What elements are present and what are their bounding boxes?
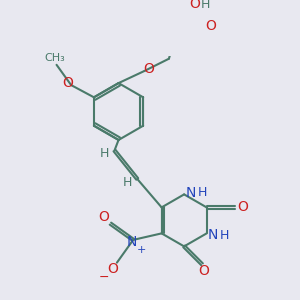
Text: O: O	[62, 76, 74, 91]
Text: O: O	[107, 262, 118, 276]
Text: O: O	[98, 210, 110, 224]
Text: N: N	[208, 228, 218, 242]
Text: O: O	[205, 19, 216, 33]
Text: O: O	[143, 62, 154, 76]
Text: H: H	[123, 176, 132, 189]
Text: H: H	[220, 229, 229, 242]
Text: N: N	[185, 186, 196, 200]
Text: H: H	[100, 147, 110, 160]
Text: +: +	[136, 244, 146, 255]
Text: −: −	[99, 271, 109, 284]
Text: CH₃: CH₃	[45, 53, 65, 63]
Text: O: O	[237, 200, 248, 214]
Text: O: O	[198, 264, 209, 278]
Text: O: O	[190, 0, 200, 11]
Text: H: H	[201, 0, 210, 11]
Text: H: H	[197, 186, 207, 199]
Text: N: N	[126, 235, 137, 248]
